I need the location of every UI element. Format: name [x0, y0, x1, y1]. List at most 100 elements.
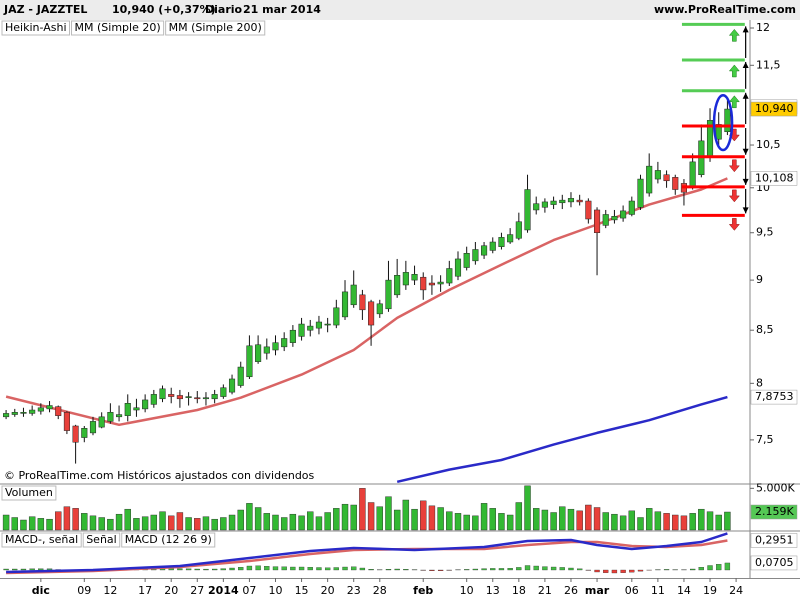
macd-histogram [272, 566, 279, 571]
macd-histogram [316, 567, 322, 571]
legend-box [165, 20, 266, 36]
candle-body [55, 406, 62, 416]
macd-histogram [264, 566, 270, 571]
volume-bar [315, 516, 323, 531]
x-tick-label: 21 [538, 584, 552, 597]
candle-body [593, 209, 601, 233]
site: www.ProRealTime.com [654, 3, 796, 16]
candle-body [98, 416, 105, 428]
date: 21 mar 2014 [243, 3, 321, 16]
y-tick-label: 8,5 [756, 323, 774, 336]
candle-body [628, 200, 635, 215]
macd-histogram [290, 566, 296, 571]
volume-bar [350, 504, 357, 531]
macd-histogram [429, 569, 435, 571]
macd-histogram [298, 566, 305, 571]
macd-histogram [437, 569, 444, 571]
macd-histogram [516, 567, 522, 571]
macd-histogram [716, 564, 722, 571]
candle-body [133, 407, 140, 411]
macd-histogram [594, 569, 600, 573]
x-tick-label: 14 [677, 584, 691, 597]
candle-body [602, 214, 609, 226]
macd-histogram [203, 568, 209, 571]
candle-body [533, 203, 540, 211]
volume-bar [489, 508, 496, 531]
y-tick-label: 11,5 [756, 58, 781, 71]
macd-histogram [577, 568, 583, 571]
volume-bar [428, 505, 436, 531]
candle-body [202, 397, 210, 400]
volume-bar [420, 500, 427, 531]
volume-bar [133, 518, 140, 531]
legend-box [1, 532, 82, 548]
panel-title-box [1, 485, 57, 501]
candle-body [411, 274, 418, 281]
macd-histogram [246, 565, 253, 571]
volume-bar [289, 513, 297, 531]
candle-body [481, 245, 488, 256]
candle-body [211, 394, 218, 400]
down-arrow [728, 218, 740, 231]
macd-histogram [229, 567, 235, 571]
volume-bar [359, 488, 366, 531]
volume-bar [46, 518, 53, 531]
period: Diario [205, 3, 243, 16]
macd-histogram [220, 568, 226, 571]
header-bar [0, 0, 800, 20]
macd-histogram [307, 567, 313, 571]
x-tick-label: 06 [625, 584, 639, 597]
candle-body [646, 165, 653, 194]
candle-body [368, 301, 375, 326]
macd-histogram [12, 568, 18, 571]
volume-bar [541, 509, 549, 531]
candle-body [272, 342, 279, 351]
volume-bar [706, 511, 714, 531]
candle-body [220, 387, 227, 397]
highlight-ellipse [712, 94, 734, 152]
macd-histogram [385, 569, 392, 571]
candle-body [116, 414, 123, 418]
candle-body [611, 216, 618, 221]
y-tick-label: 12 [756, 21, 770, 34]
x-tick-label: mar [585, 584, 610, 597]
candle-body [394, 275, 401, 296]
volume-bar [576, 510, 583, 531]
volume-bar [107, 518, 114, 531]
macd-histogram [533, 565, 539, 571]
volume-bar [298, 515, 305, 531]
macd-histogram [333, 567, 339, 571]
price-label-box [750, 171, 798, 186]
macd-histogram [603, 569, 609, 573]
x-tick-label: 11 [651, 584, 665, 597]
volume-bar [202, 516, 210, 531]
macd-histogram [724, 562, 731, 571]
volume-bar [454, 513, 462, 531]
x-tick-label: 10 [460, 584, 474, 597]
candle-body [420, 276, 427, 291]
y-tick-label: 7,5 [756, 433, 774, 446]
volume-bar [689, 513, 696, 531]
volume-bar [680, 515, 688, 531]
last-value: 0,0705 [755, 556, 794, 569]
x-tick-label: 07 [242, 584, 256, 597]
macd-histogram [481, 568, 487, 571]
volume-bar [645, 508, 653, 531]
volume-bar [124, 508, 131, 531]
volume-bar [280, 517, 288, 531]
candle-body [350, 284, 357, 306]
candle-body [541, 201, 548, 208]
move-arrow-head [742, 148, 749, 155]
candle-body [376, 303, 383, 315]
move-arrow-head [742, 26, 749, 33]
volume-bar [237, 509, 244, 531]
candle-body [63, 412, 70, 431]
quote: 10,940 (+0,37%) [112, 3, 216, 16]
legend-entry: MACD-, señal [5, 533, 78, 546]
panel-title: Volumen [5, 486, 53, 499]
volume-bar [324, 512, 331, 531]
candle-body [620, 210, 627, 219]
volume-bar [263, 513, 271, 531]
candle-body [672, 177, 679, 190]
